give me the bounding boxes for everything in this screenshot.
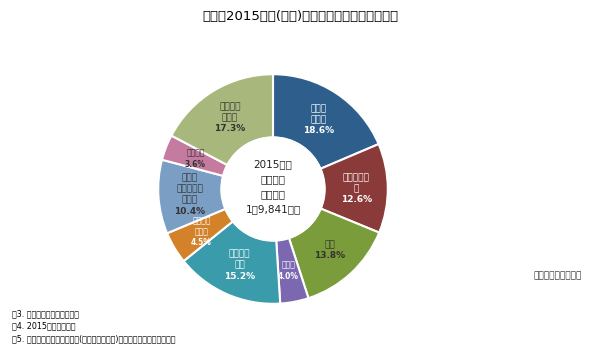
Text: 2015年度
市場規模
（見込）
1兆9,841億円: 2015年度 市場規模 （見込） 1兆9,841億円: [245, 160, 301, 214]
Text: 米菓
13.8%: 米菓 13.8%: [314, 240, 345, 260]
Text: 輸入菓子
3.6%: 輸入菓子 3.6%: [185, 149, 206, 169]
Text: ビスケット
類
12.6%: ビスケット 類 12.6%: [341, 173, 372, 204]
Text: キャン
ディ・キャ
ラメル
10.4%: キャン ディ・キャ ラメル 10.4%: [175, 174, 206, 216]
Wedge shape: [158, 160, 226, 233]
Text: 図２．2015年度(見込)製品カテゴリ別市場構成比: 図２．2015年度(見込)製品カテゴリ別市場構成比: [202, 10, 398, 23]
Wedge shape: [184, 222, 280, 304]
Wedge shape: [320, 144, 388, 233]
Wedge shape: [289, 209, 379, 298]
Text: 豆菓子
4.0%: 豆菓子 4.0%: [278, 261, 299, 281]
Text: 注3. メーカー出荷金額ベース
注4. 2015年度は見込値
注5. その他菓子製品には錠菓(タブレット菓子)、玩具菓子などが含まれる: 注3. メーカー出荷金額ベース 注4. 2015年度は見込値 注5. その他菓子…: [12, 309, 176, 343]
Text: スナック
菓子
15.2%: スナック 菓子 15.2%: [224, 250, 255, 281]
Wedge shape: [167, 209, 233, 261]
Text: その他菓
子製品
17.3%: その他菓 子製品 17.3%: [214, 102, 245, 133]
Text: チューイ
ングム
4.5%: チューイ ングム 4.5%: [191, 216, 212, 247]
Wedge shape: [172, 74, 273, 165]
Wedge shape: [162, 135, 227, 176]
Wedge shape: [273, 74, 379, 169]
Circle shape: [221, 137, 325, 241]
Wedge shape: [276, 238, 308, 303]
Text: 矢野経済研究所推計: 矢野経済研究所推計: [533, 271, 582, 280]
Text: チョコ
レート
18.6%: チョコ レート 18.6%: [304, 104, 334, 135]
